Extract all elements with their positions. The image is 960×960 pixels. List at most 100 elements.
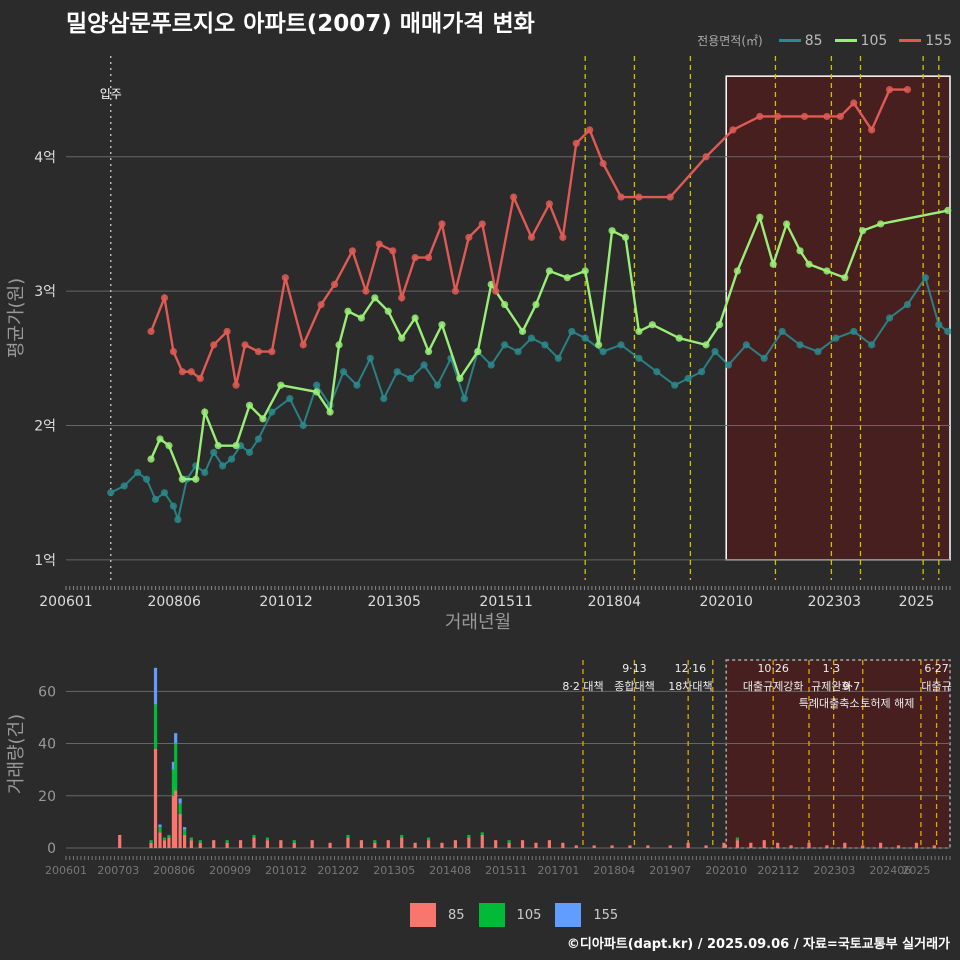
data-point-105: [232, 442, 240, 450]
highlight-region: [725, 75, 951, 561]
x-tick-label: 201511: [479, 594, 532, 610]
volume-bar-85: [453, 840, 458, 848]
data-point-85: [160, 489, 169, 497]
legend-bottom: 85 105 155: [410, 903, 632, 927]
data-point-155: [478, 220, 486, 228]
data-point-105: [518, 327, 527, 336]
data-point-85: [107, 489, 115, 497]
volume-bar-85: [592, 845, 596, 848]
data-point-155: [823, 112, 831, 121]
volume-bar-85: [825, 845, 829, 848]
volume-bar-85: [896, 845, 901, 848]
data-point-105: [474, 347, 482, 356]
data-point-105: [259, 415, 267, 423]
volume-bar-85: [776, 842, 780, 848]
volume-bar-105: [183, 829, 187, 835]
event-label: 9·7: [843, 680, 861, 693]
volume-bar-85: [162, 840, 167, 848]
data-point-85: [339, 368, 348, 376]
data-point-155: [836, 112, 844, 121]
data-point-105: [214, 442, 222, 450]
volume-bar-105: [480, 832, 484, 835]
volume-x-tick-label: 202303: [813, 864, 855, 877]
data-point-155: [545, 200, 554, 208]
x-tick-label: 202303: [808, 594, 861, 610]
x-axis-label: 거래년월: [445, 612, 511, 633]
x-tick-label: 2025: [899, 594, 935, 610]
data-point-155: [666, 193, 674, 201]
volume-bar-105: [292, 840, 296, 843]
data-point-105: [313, 388, 321, 396]
data-point-85: [254, 435, 263, 443]
volume-bar-85: [686, 842, 690, 848]
volume-x-tick-label: 202010: [705, 864, 747, 877]
data-point-85: [433, 381, 442, 389]
price-chart: 1억 2억 3억 4억 입주 200601 200806 201012 201305 201511…: [6, 56, 952, 633]
data-point-155: [169, 347, 178, 356]
volume-bar-85: [507, 842, 511, 848]
data-point-105: [545, 267, 554, 275]
volume-bar-105: [507, 840, 511, 843]
data-point-105: [756, 213, 764, 221]
data-point-105: [944, 206, 952, 215]
data-point-155: [451, 287, 460, 295]
data-point-155: [868, 126, 876, 134]
data-point-155: [348, 247, 357, 255]
data-point-85: [393, 368, 401, 376]
data-point-85: [407, 374, 415, 383]
data-point-105: [165, 442, 173, 450]
data-point-105: [805, 260, 813, 268]
data-point-85: [527, 334, 536, 342]
data-point-105: [411, 314, 419, 322]
data-point-85: [921, 274, 929, 282]
move-in-label: 입주: [100, 87, 122, 101]
volume-x-tick-label: 201305: [373, 864, 415, 877]
data-point-85: [796, 341, 804, 349]
volume-bar-155: [171, 761, 176, 770]
volume-bar-85: [861, 845, 865, 848]
volume-bar-85: [735, 840, 739, 848]
volume-bar-155: [183, 827, 187, 830]
data-point-85: [210, 448, 218, 456]
chart-title: 밀양삼문푸르지오 아파트(2007) 매매가격 변화: [66, 11, 535, 37]
data-point-85: [420, 361, 428, 369]
volume-bar-85: [328, 842, 332, 848]
legend-top: 전용면적(㎡) 85 105 155: [697, 32, 952, 49]
volume-bar-105: [174, 743, 178, 791]
volume-bar-85: [646, 845, 650, 848]
data-point-85: [460, 395, 468, 403]
data-point-85: [380, 395, 388, 403]
volume-bar-85: [400, 837, 404, 848]
volume-bar-105: [189, 837, 193, 841]
volume-bar-85: [749, 842, 753, 848]
data-point-155: [187, 368, 195, 376]
volume-bar-85: [789, 845, 793, 848]
x-tick-label: 201305: [368, 594, 421, 610]
volume-bar-85: [359, 840, 364, 848]
volume-bar-105: [735, 837, 739, 841]
event-label: 8·2 대책: [562, 680, 603, 693]
data-point-85: [313, 381, 321, 389]
data-point-85: [581, 334, 589, 342]
volume-bar-85: [158, 832, 162, 848]
data-point-155: [509, 193, 518, 201]
event-label: 규제완화: [811, 680, 851, 693]
volume-bar-155: [174, 733, 178, 744]
event-label: 종합대책: [614, 680, 654, 693]
data-point-85: [814, 347, 822, 356]
data-point-105: [715, 321, 724, 329]
volume-bar-85: [480, 834, 484, 848]
volume-bar-85: [183, 834, 187, 848]
volume-x-tick-label: 201907: [649, 864, 691, 877]
volume-x-tick-label: 201202: [317, 864, 359, 877]
volume-bar-85: [520, 840, 525, 848]
data-point-105: [344, 307, 352, 315]
volume-bar-105: [346, 834, 350, 838]
volume-bar-105: [162, 837, 167, 841]
data-point-105: [201, 408, 209, 416]
volume-bar-85: [879, 842, 883, 848]
volume-bar-85: [149, 842, 153, 848]
volume-bar-105: [167, 834, 171, 838]
data-point-85: [885, 314, 894, 322]
data-point-85: [568, 327, 576, 336]
